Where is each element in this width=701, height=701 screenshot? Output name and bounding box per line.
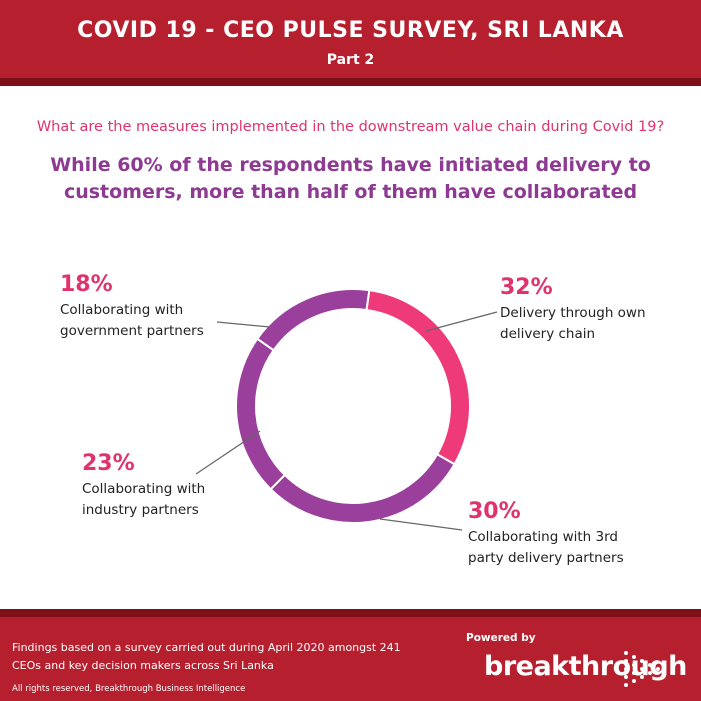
copyright-text: All rights reserved, Breakthrough Busine… <box>12 684 246 694</box>
survey-question: What are the measures implemented in the… <box>36 119 665 135</box>
slice-category-label: Collaborating with industry partners <box>82 481 206 518</box>
slice-value-label: 23% <box>82 451 135 476</box>
headline: While 60% of the respondents have initia… <box>50 154 651 203</box>
slice-category-label: Collaborating with 3rd party delivery pa… <box>468 529 624 566</box>
leader-line-government <box>216 321 271 328</box>
page-subtitle: Part 2 <box>326 52 375 68</box>
slice-category-label: Delivery through own delivery chain <box>500 305 646 342</box>
leader-line-delivery-own <box>425 311 498 332</box>
slice-value-label: 18% <box>60 272 113 297</box>
slice-label-government: 18% Collaborating with government partne… <box>60 273 204 342</box>
leader-line-3rd-party <box>379 518 463 531</box>
donut-slice-3 <box>235 337 287 491</box>
leader-line-industry <box>195 430 261 475</box>
slice-label-delivery-own: 32% Delivery through own delivery chain <box>500 276 646 345</box>
donut-slice-4 <box>255 288 371 352</box>
powered-by-label: Powered by <box>466 632 536 644</box>
slice-value-label: 30% <box>468 499 521 524</box>
logo-arrow-icon <box>624 651 660 687</box>
page-title: COVID 19 - CEO PULSE SURVEY, SRI LANKA <box>77 18 624 43</box>
slice-label-3rd-party: 30% Collaborating with 3rd party deliver… <box>468 500 624 569</box>
footer-banner: Findings based on a survey carried out d… <box>0 609 701 701</box>
donut-slice-2 <box>269 452 456 524</box>
donut-slice-1 <box>365 289 471 466</box>
header-banner: COVID 19 - CEO PULSE SURVEY, SRI LANKA P… <box>0 0 701 86</box>
slice-category-label: Collaborating with government partners <box>60 302 204 339</box>
brand-logo: breakthrough <box>484 651 687 682</box>
slice-label-industry: 23% Collaborating with industry partners <box>82 452 205 521</box>
survey-note: Findings based on a survey carried out d… <box>12 641 401 672</box>
slice-value-label: 32% <box>500 275 553 300</box>
